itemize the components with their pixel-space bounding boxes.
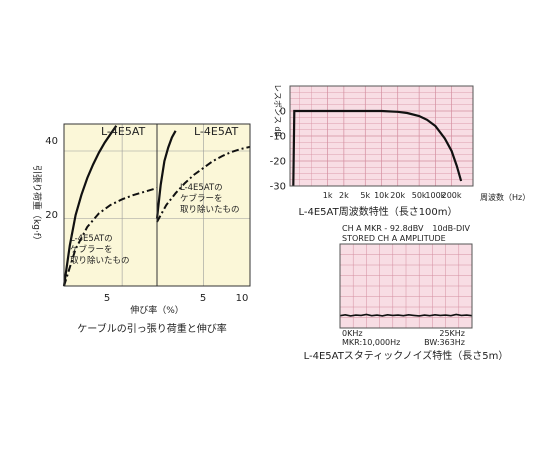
noise-footer-start-freq: 0KHz: [342, 329, 363, 338]
frequency-caption: L-4E5AT周波数特性（長さ100m）: [298, 205, 457, 218]
frequency-curve: [292, 109, 463, 187]
tensile-ytick-40: 40: [45, 136, 58, 147]
noise-header-stored: STORED CH A AMPLITUDE: [342, 234, 446, 243]
frequency-y-axis-label: レスポンス dB: [273, 84, 282, 137]
frequency-xtick-label: 50k: [412, 191, 427, 200]
frequency-ytick-label: 0: [280, 107, 286, 118]
noise-footer-bandwidth: BW:363Hz: [424, 338, 465, 347]
tensile-xtick-left-5: 5: [104, 293, 110, 304]
frequency-frame: [289, 85, 474, 187]
tensile-chart: 40 20 引張り荷重（kg·f） 5 5 10 伸び率（%） L-4E5AT …: [31, 123, 251, 335]
frequency-xtick-label: 2k: [339, 191, 349, 200]
noise-footer-end-freq: 25KHz: [439, 329, 465, 338]
noise-footer-marker-freq: MKR:10,000Hz: [342, 338, 400, 347]
tensile-series-without-kevlar: [63, 187, 158, 287]
tensile-series-with-kevlar: [62, 125, 118, 287]
tensile-right-annotation-line2: ケブラーを: [180, 193, 223, 204]
noise-caption: L-4E5ATスタティックノイズ特性（長さ5m）: [304, 349, 509, 362]
noise-curve: [339, 313, 473, 317]
frequency-xtick-label: 10k: [374, 191, 389, 200]
tensile-xtick-right-5: 5: [200, 293, 206, 304]
tensile-ytick-20: 20: [45, 210, 58, 221]
frequency-xtick-label: 200k: [442, 191, 462, 200]
tensile-x-axis-label: 伸び率（%）: [130, 304, 184, 316]
tensile-y-axis-label: 引張り荷重（kg·f）: [31, 165, 43, 245]
frequency-response-chart: レスポンス dB 0 -10 -20 -30 1k 2k 5k 10k 20k 50k100k2…: [270, 84, 531, 218]
tensile-series-with-kevlar: [155, 130, 177, 219]
tensile-left-annotation-line2: ケブラーを: [70, 244, 113, 255]
tensile-left-annotation-line3: 取り除いたもの: [70, 255, 130, 266]
tensile-right-annotation-line1: L-4E5ATの: [180, 183, 223, 193]
noise-frame: [339, 243, 473, 329]
frequency-y-ticks: 0 -10 -20 -30: [270, 107, 286, 193]
tensile-left-annotation-line1: L-4E5ATの: [70, 234, 113, 244]
frequency-ytick-label: -20: [270, 157, 286, 168]
frequency-ytick-label: -10: [270, 132, 286, 143]
frequency-xtick-label: 100k: [425, 191, 445, 200]
noise-header-marker: CH A MKR - 92.8dBV: [342, 224, 424, 233]
tensile-right-series-label: L-4E5AT: [194, 125, 239, 138]
noise-series-line: [339, 313, 473, 317]
static-noise-chart: CH A MKR - 92.8dBV 10dB-DIV STORED CH A …: [304, 224, 509, 362]
frequency-xtick-label: 1k: [323, 191, 333, 200]
tensile-caption: ケーブルの引っ張り荷重と伸び率: [77, 322, 226, 335]
frequency-xtick-label: 5k: [360, 191, 370, 200]
noise-header-scale: 10dB-DIV: [432, 224, 470, 233]
frequency-xtick-label: 20k: [390, 191, 405, 200]
tensile-curves: [62, 125, 251, 287]
tensile-right-annotation-line3: 取り除いたもの: [180, 204, 240, 215]
tensile-xtick-right-10: 10: [236, 293, 249, 304]
tensile-series-without-kevlar: [156, 145, 251, 223]
noise-grid: [340, 244, 472, 328]
frequency-x-axis-label: 周波数（Hz）: [480, 192, 530, 202]
tensile-left-series-label: L-4E5AT: [101, 125, 146, 138]
frequency-ytick-label: -30: [270, 182, 286, 193]
frequency-series-line: [292, 109, 463, 187]
